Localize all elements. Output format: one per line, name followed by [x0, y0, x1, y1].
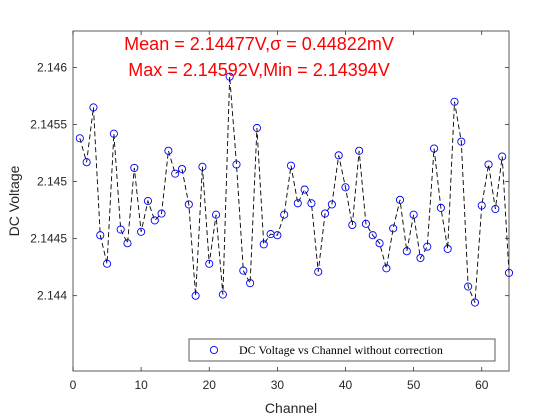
axes-box — [72, 30, 510, 372]
data-point — [395, 195, 405, 204]
data-point — [198, 162, 207, 171]
data-point — [484, 160, 493, 169]
data-point — [205, 259, 214, 268]
data-point — [103, 259, 112, 268]
data-point — [361, 219, 370, 228]
data-point — [368, 231, 377, 240]
legend-label: DC Voltage vs Channel without correction — [239, 343, 443, 357]
data-point — [259, 240, 268, 249]
legend-box — [188, 338, 496, 362]
x-tick-label: 0 — [70, 378, 77, 392]
data-point — [137, 227, 146, 236]
data-point — [430, 144, 439, 153]
data-point — [225, 72, 234, 81]
data-point — [423, 242, 432, 251]
data-point — [143, 196, 152, 206]
series-line — [79, 76, 510, 303]
data-point — [252, 123, 261, 133]
data-point — [464, 282, 473, 291]
data-point — [348, 220, 357, 230]
data-point — [109, 129, 118, 138]
data-point — [457, 137, 466, 146]
x-tick-label: 10 — [134, 378, 148, 392]
data-point — [246, 279, 255, 288]
data-point — [130, 163, 139, 172]
data-point — [389, 224, 398, 233]
data-point — [300, 185, 309, 194]
data-point — [307, 199, 316, 208]
data-point — [321, 209, 330, 218]
data-point — [327, 200, 336, 209]
y-tick-label: 2.1445 — [30, 232, 67, 246]
data-point — [75, 134, 84, 143]
y-tick-label: 2.1455 — [30, 118, 67, 132]
x-axis-title: Channel — [265, 400, 317, 416]
data-point — [157, 209, 166, 218]
data-point — [314, 267, 323, 276]
data-point — [402, 247, 411, 256]
data-point — [212, 210, 221, 219]
x-tick-label: 30 — [271, 378, 285, 392]
data-point — [232, 160, 241, 169]
data-point — [382, 264, 391, 273]
x-tick-label: 60 — [475, 378, 489, 392]
data-point — [293, 199, 302, 208]
data-point — [239, 266, 248, 275]
data-point — [443, 244, 452, 253]
legend: DC Voltage vs Channel without correction — [188, 338, 496, 362]
data-point — [491, 204, 500, 214]
data-point — [498, 152, 507, 161]
data-point — [191, 291, 200, 300]
x-tick-label: 20 — [203, 378, 217, 392]
data-point — [123, 239, 132, 248]
max-min-annotation: Max = 2.14592V,Min = 2.14394V — [128, 60, 390, 80]
data-point — [341, 183, 350, 192]
data-point — [280, 210, 289, 219]
data-point — [89, 103, 98, 112]
data-point — [150, 216, 159, 225]
y-tick-label: 2.146 — [37, 61, 67, 75]
data-point — [334, 151, 343, 160]
data-point — [286, 161, 296, 170]
data-point — [177, 164, 187, 174]
mean-sigma-annotation: Mean = 2.14477V,σ = 0.44822mV — [124, 34, 394, 54]
data-point — [409, 210, 418, 219]
data-point — [416, 253, 425, 263]
y-tick-label: 2.145 — [37, 175, 67, 189]
series-layer — [75, 72, 514, 307]
x-tick-label: 40 — [339, 378, 353, 392]
data-point — [436, 203, 445, 212]
data-point — [171, 169, 180, 178]
data-point — [116, 225, 125, 234]
data-point — [470, 298, 479, 307]
y-tick-label: 2.144 — [37, 289, 67, 303]
data-point — [218, 290, 227, 299]
data-point — [477, 201, 486, 210]
x-tick-label: 50 — [407, 378, 421, 392]
data-point — [273, 231, 282, 240]
data-point — [82, 158, 91, 167]
data-point — [375, 239, 384, 248]
plot-area — [73, 31, 509, 371]
data-point — [184, 200, 193, 209]
axes-layer: 0 10 20 30 40 50 60 2.144 2.1445 2.145 2.1455 2.146 — [30, 30, 510, 392]
y-axis-title: DC Voltage — [6, 165, 22, 236]
data-point — [355, 146, 364, 155]
data-point — [96, 231, 105, 240]
data-point — [450, 97, 459, 106]
data-point — [164, 146, 173, 155]
legend-marker — [209, 345, 219, 355]
